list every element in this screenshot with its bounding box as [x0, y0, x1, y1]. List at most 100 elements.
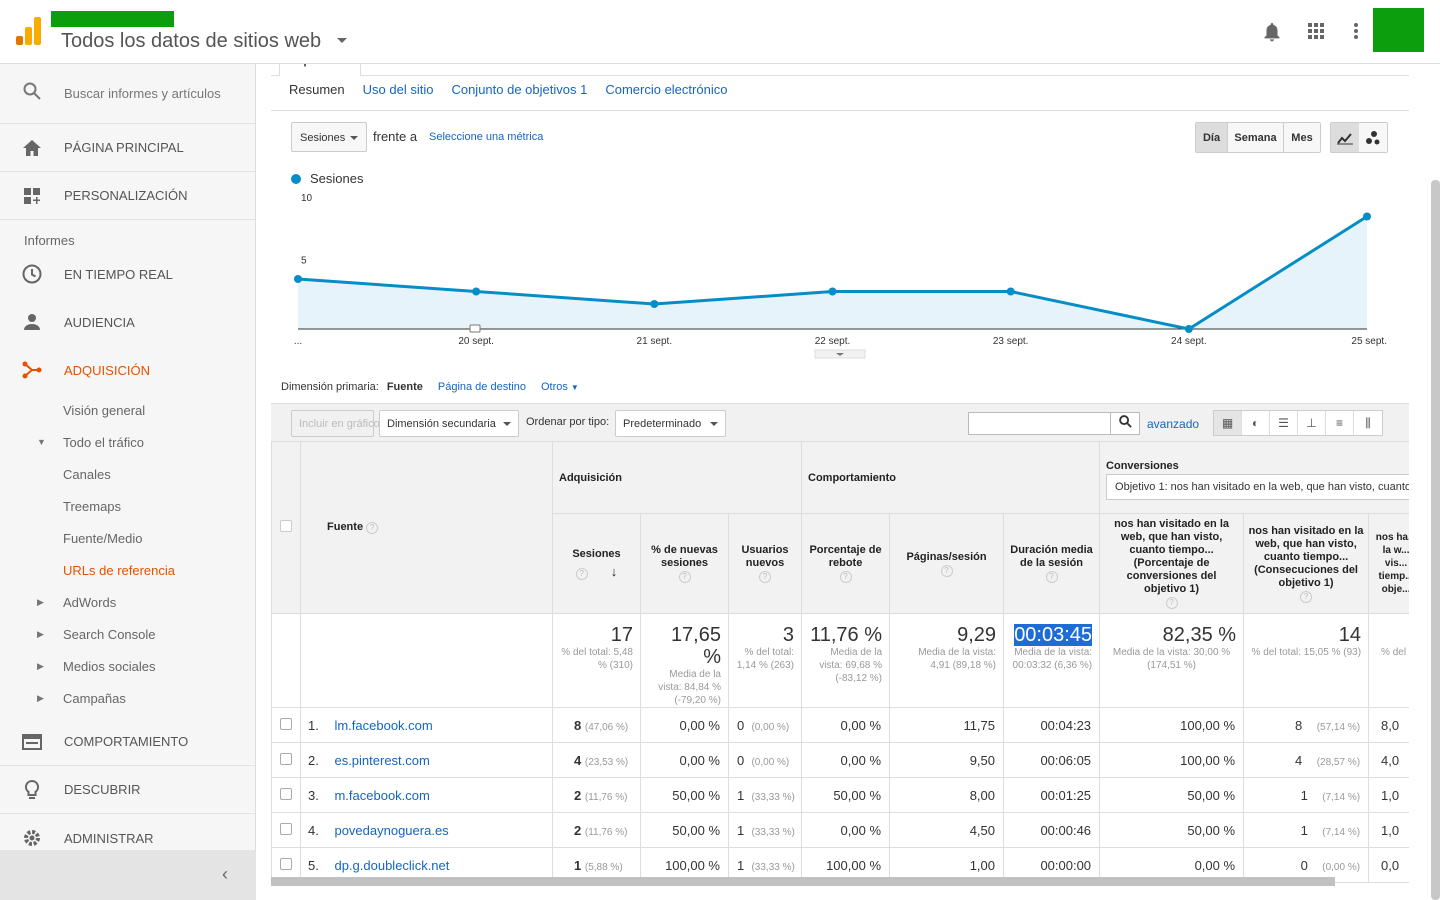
plot-rows-button[interactable]: Incluir en gráfico: [291, 410, 380, 437]
horizontal-scrollbar[interactable]: [271, 877, 1335, 886]
source-column-header[interactable]: Fuente ?: [300, 441, 553, 614]
conv-rate-column-header[interactable]: nos han visitado en la web, que han vist…: [1099, 513, 1245, 614]
pivot-view-icon[interactable]: ⫼: [1354, 411, 1382, 435]
sidebar-item-acquisition[interactable]: ADQUISICIÓN: [0, 346, 255, 394]
subtab-summary[interactable]: Resumen: [289, 82, 345, 97]
help-icon[interactable]: ?: [839, 571, 852, 583]
avatar[interactable]: [1373, 8, 1424, 52]
dimension-source[interactable]: Fuente: [386, 381, 423, 393]
table-search-input[interactable]: [968, 412, 1111, 435]
comparison-view-icon[interactable]: ⊥: [1298, 411, 1326, 435]
row-checkbox[interactable]: [280, 717, 292, 730]
select-all-checkbox[interactable]: [280, 519, 292, 532]
row-checkbox[interactable]: [280, 787, 292, 800]
duration-column-header[interactable]: Duración media de la sesión?: [1003, 513, 1101, 614]
bounce-column-header[interactable]: Porcentaje de rebote?: [801, 513, 891, 614]
help-icon[interactable]: ?: [575, 567, 588, 580]
subtab-ecommerce[interactable]: Comercio electrónico: [605, 82, 728, 97]
apps-grid-icon[interactable]: [1306, 22, 1326, 42]
sidebar-sub-campaigns[interactable]: ▶ Campañas: [0, 682, 255, 714]
total-value: 17,65 %: [670, 624, 721, 668]
completions-column-header[interactable]: nos han visitado en la web, que han vist…: [1243, 513, 1370, 614]
sort-desc-icon: ↓: [610, 563, 618, 579]
sidebar-item-label: EN TIEMPO REAL: [64, 266, 173, 282]
dimension-other[interactable]: Otros: [540, 381, 568, 393]
period-month-button[interactable]: Mes: [1284, 123, 1320, 152]
source-link[interactable]: es.pinterest.com: [334, 752, 430, 768]
sidebar-item-home[interactable]: PÁGINA PRINCIPAL: [0, 124, 255, 172]
pages-session-column-header[interactable]: Páginas/sesión?: [889, 513, 1005, 614]
help-icon[interactable]: ?: [678, 571, 691, 583]
subtab-goal-set[interactable]: Conjunto de objetivos 1: [451, 82, 588, 97]
dimension-landing-page[interactable]: Página de destino: [437, 381, 526, 393]
x-tick-label: 20 sept.: [458, 336, 494, 347]
sidebar-sub-referrals[interactable]: URLs de referencia: [0, 554, 255, 586]
period-week-button[interactable]: Semana: [1228, 123, 1284, 152]
source-link[interactable]: dp.g.doubleclick.net: [334, 857, 450, 873]
help-icon[interactable]: ?: [1165, 597, 1178, 609]
sort-type-select[interactable]: Predeterminado: [615, 410, 726, 437]
new-sessions-column-header[interactable]: % de nuevas sesiones?: [640, 513, 729, 614]
help-icon[interactable]: ?: [1045, 571, 1058, 583]
advanced-filter-link[interactable]: avanzado: [1147, 417, 1200, 431]
table-view-icon[interactable]: ▦: [1214, 411, 1242, 435]
row-checkbox[interactable]: [280, 752, 292, 765]
sidebar-item-custom[interactable]: PERSONALIZACIÓN: [0, 172, 255, 220]
cell-pct: (5,88 %): [584, 861, 623, 873]
select-metric-link[interactable]: Seleccione una métrica: [429, 131, 544, 143]
help-icon[interactable]: ?: [366, 522, 379, 534]
sort-type-label: Ordenar por tipo:: [526, 416, 610, 428]
sidebar-item-admin[interactable]: ADMINISTRAR: [0, 814, 255, 862]
source-link[interactable]: m.facebook.com: [334, 787, 430, 803]
new-users-column-header[interactable]: Usuarios nuevos?: [727, 513, 803, 614]
sidebar-sub-adwords[interactable]: ▶ AdWords: [0, 586, 255, 618]
motion-chart-icon[interactable]: [1359, 123, 1387, 152]
sidebar-item-label: ADQUISICIÓN: [64, 362, 150, 378]
subtab-site-usage[interactable]: Uso del sitio: [362, 82, 434, 97]
sidebar-item-audience[interactable]: AUDIENCIA: [0, 298, 255, 346]
help-icon[interactable]: ?: [1300, 590, 1313, 603]
line-chart-icon[interactable]: [1331, 123, 1359, 152]
period-day-button[interactable]: Día: [1196, 123, 1228, 152]
sessions-column-header[interactable]: Sesiones? ↓: [552, 513, 641, 614]
sidebar-sub-overview[interactable]: Visión general: [0, 394, 255, 426]
sidebar-sub-treemaps[interactable]: Treemaps: [0, 490, 255, 522]
total-sub: Media de la vista: 00:03:32 (6,36 %): [1012, 647, 1093, 671]
property-caret-icon[interactable]: [337, 38, 347, 43]
sessions-cell: 8 (47,06 %): [552, 707, 641, 743]
more-vert-icon[interactable]: [1346, 22, 1366, 42]
bell-icon[interactable]: [1262, 22, 1282, 42]
property-selector[interactable]: Todos los datos de sitios web: [61, 30, 322, 52]
help-icon[interactable]: ?: [759, 571, 771, 583]
vertical-scrollbar[interactable]: [1431, 180, 1440, 900]
sidebar-sub-channels[interactable]: Canales: [0, 458, 255, 490]
sidebar-item-discover[interactable]: DESCUBRIR: [0, 766, 255, 814]
acquisition-group-header: Adquisición: [551, 441, 803, 514]
pie-view-icon[interactable]: ◐: [1242, 411, 1270, 435]
sidebar-sub-label: Canales: [63, 466, 111, 482]
sidebar-sub-search-console[interactable]: ▶ Search Console: [0, 618, 255, 650]
source-link[interactable]: povedaynoguera.es: [334, 822, 449, 838]
help-icon[interactable]: ?: [940, 564, 953, 577]
row-checkbox[interactable]: [280, 822, 292, 835]
row-checkbox[interactable]: [280, 857, 292, 870]
sidebar-search[interactable]: Buscar informes y artículos: [0, 64, 255, 124]
value-column-header[interactable]: nos ha... la w... vis... tiemp... obje..…: [1368, 513, 1409, 614]
term-cloud-icon[interactable]: ≡: [1326, 411, 1354, 435]
tab-explorer[interactable]: Explorador: [279, 64, 361, 76]
source-link[interactable]: lm.facebook.com: [334, 717, 433, 733]
goal-select[interactable]: Objetivo 1: nos han visitado en la web, …: [1106, 474, 1409, 500]
sidebar-item-realtime[interactable]: EN TIEMPO REAL: [0, 250, 255, 298]
cell-value: 1: [737, 857, 745, 873]
sidebar-item-behavior[interactable]: COMPORTAMIENTO: [0, 718, 255, 766]
performance-view-icon[interactable]: ☰: [1270, 411, 1298, 435]
analytics-logo-icon[interactable]: [16, 17, 42, 45]
sidebar-collapse-button[interactable]: ‹: [0, 850, 256, 900]
secondary-dimension-select[interactable]: Dimensión secundaria: [379, 410, 519, 437]
sidebar-sub-all-traffic[interactable]: ▼ Todo el tráfico: [0, 426, 255, 458]
row-checkbox-cell: [271, 742, 301, 778]
sidebar-sub-social[interactable]: ▶ Medios sociales: [0, 650, 255, 682]
metric-select[interactable]: Sesiones: [291, 122, 367, 152]
search-icon[interactable]: [1111, 412, 1140, 435]
sidebar-sub-source-medium[interactable]: Fuente/Medio: [0, 522, 255, 554]
